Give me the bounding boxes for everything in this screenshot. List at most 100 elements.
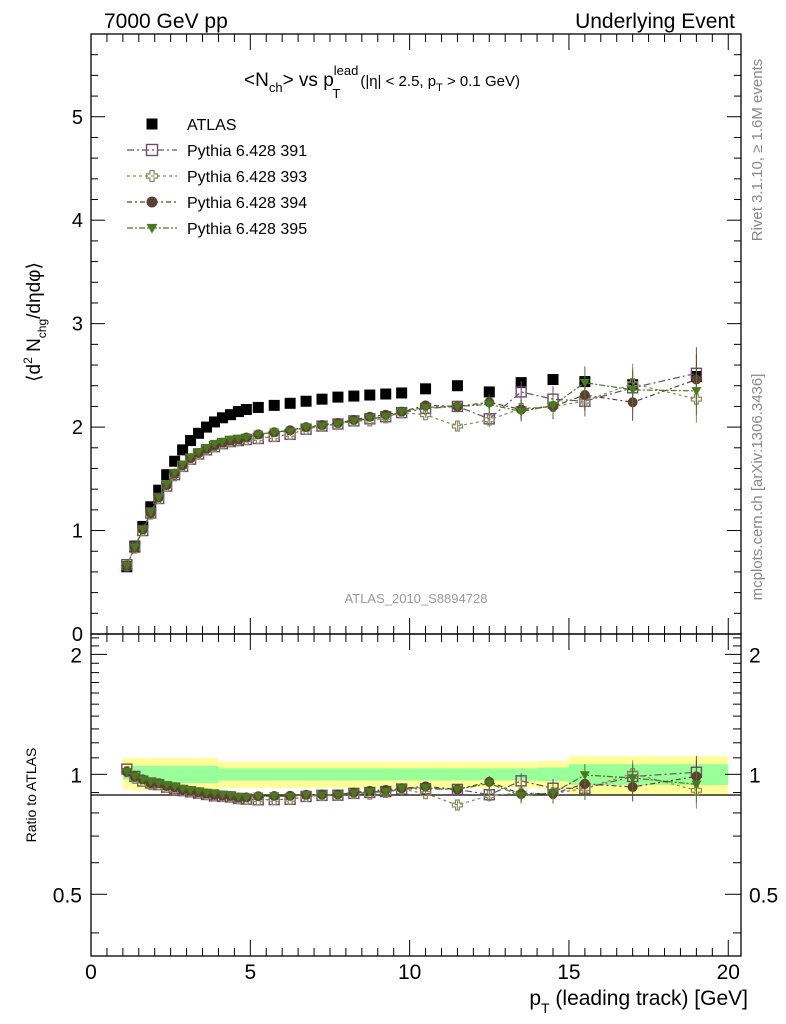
ratio-panel: 0.5 0.51 12 20 5 10 15 20 Ratio to ATLAS pT (le…	[23, 633, 778, 1016]
data-point	[240, 404, 252, 416]
data-point	[161, 480, 172, 489]
ratio-line	[126, 771, 697, 799]
ratio-y-label: Ratio to ATLAS	[23, 748, 39, 843]
main-axes: 0 1 2 3 4 5	[72, 33, 741, 646]
series-4	[121, 366, 702, 571]
analysis-title: Underlying Event	[575, 10, 735, 33]
data-point	[484, 400, 495, 410]
data-point	[161, 469, 173, 481]
data-point	[483, 414, 495, 426]
ratio-line	[126, 771, 697, 798]
ratio-point	[177, 784, 188, 794]
data-point	[201, 421, 213, 433]
ratio-series-4	[121, 764, 702, 804]
series-0	[121, 370, 702, 573]
data-point	[129, 543, 140, 553]
ratio-point	[483, 789, 495, 802]
ratio-point	[253, 792, 264, 802]
ratio-y-tick-label: 2	[70, 644, 82, 667]
ratio-point	[690, 784, 702, 796]
data-point	[268, 399, 280, 411]
x-tick-label: 20	[717, 961, 740, 984]
data-point	[332, 420, 343, 429]
data-point	[317, 422, 328, 432]
xlabel-sub: T	[541, 1000, 550, 1016]
series-2	[121, 363, 702, 572]
ratio-point	[129, 772, 140, 782]
xlabel-part: p	[529, 987, 541, 1010]
data-point	[216, 412, 228, 424]
data-point	[348, 390, 360, 402]
main-y-tick-label: 5	[72, 107, 83, 129]
ratio-series	[121, 755, 703, 811]
data-point	[153, 493, 164, 503]
ratio-y-tick-label: 0.5	[53, 884, 82, 907]
ratio-point	[627, 774, 638, 783]
data-point	[217, 437, 228, 447]
data-point	[515, 386, 527, 398]
ratio-point	[233, 792, 244, 802]
ratio-point	[137, 775, 148, 785]
data-point	[483, 386, 495, 398]
mcplots-label: mcplots.cern.ch [arXiv:1306.3436]	[749, 374, 766, 601]
data-point	[177, 444, 189, 456]
data-point	[396, 407, 407, 417]
x-tick-label: 10	[398, 961, 421, 984]
data-point	[269, 428, 280, 438]
data-point	[579, 378, 590, 388]
data-point	[348, 417, 359, 426]
data-point	[208, 416, 220, 428]
ratio-point	[209, 789, 220, 799]
ratio-point	[364, 787, 375, 797]
data-point	[177, 460, 188, 470]
legend: ATLAS Pythia 6.428 391 Pythia 6.428 393 Pyt…	[127, 117, 307, 238]
ratio-point	[348, 789, 359, 799]
data-point	[284, 397, 296, 409]
series-1	[121, 347, 703, 571]
legend-label: Pythia 6.428 391	[187, 143, 307, 160]
main-y-tick-label: 1	[72, 521, 83, 543]
ratio-point	[185, 786, 196, 795]
plot-title: <Nch> vs plead T(|η| < 2.5, pT > 0.1 GeV)	[244, 63, 520, 101]
data-point	[451, 420, 464, 432]
data-point	[253, 430, 264, 440]
x-tick-label: 15	[557, 961, 580, 984]
ratio-point	[451, 799, 464, 811]
data-point	[364, 414, 375, 423]
data-point	[285, 427, 296, 437]
data-point	[300, 395, 312, 407]
data-point	[201, 444, 212, 453]
data-point	[169, 468, 180, 478]
data-point	[301, 423, 312, 433]
data-point	[233, 434, 244, 444]
ratio-point	[420, 784, 431, 793]
ratio-point	[691, 780, 702, 790]
x-tick-label: 0	[85, 961, 97, 984]
data-point	[225, 435, 236, 445]
data-point	[145, 508, 156, 517]
data-point	[627, 386, 638, 395]
ratio-frame	[90, 633, 742, 957]
data-point	[396, 387, 408, 399]
data-point	[690, 393, 702, 405]
ratio-axes: 0.5 0.51 12 20 5 10 15 20	[53, 634, 778, 984]
data-point	[547, 374, 559, 386]
ratio-y-tick-label-right: 2	[749, 644, 761, 667]
main-y-tick-label: 2	[72, 417, 83, 439]
data-point	[419, 409, 432, 421]
data-point	[332, 391, 344, 403]
ylabel-sup: 2	[21, 357, 35, 364]
series-line	[126, 372, 697, 565]
series-line	[126, 381, 697, 566]
data-point	[193, 448, 204, 457]
legend-marker	[146, 196, 158, 208]
y-axis-label: ⟨d2 Nchg/dηdφ⟩	[21, 262, 49, 382]
ratio-point	[161, 781, 172, 790]
main-y-tick-label: 0	[72, 624, 83, 646]
ratio-point	[516, 791, 527, 801]
ratio-point	[332, 791, 343, 801]
legend-label: Pythia 6.428 395	[187, 221, 307, 238]
data-point	[516, 407, 527, 417]
